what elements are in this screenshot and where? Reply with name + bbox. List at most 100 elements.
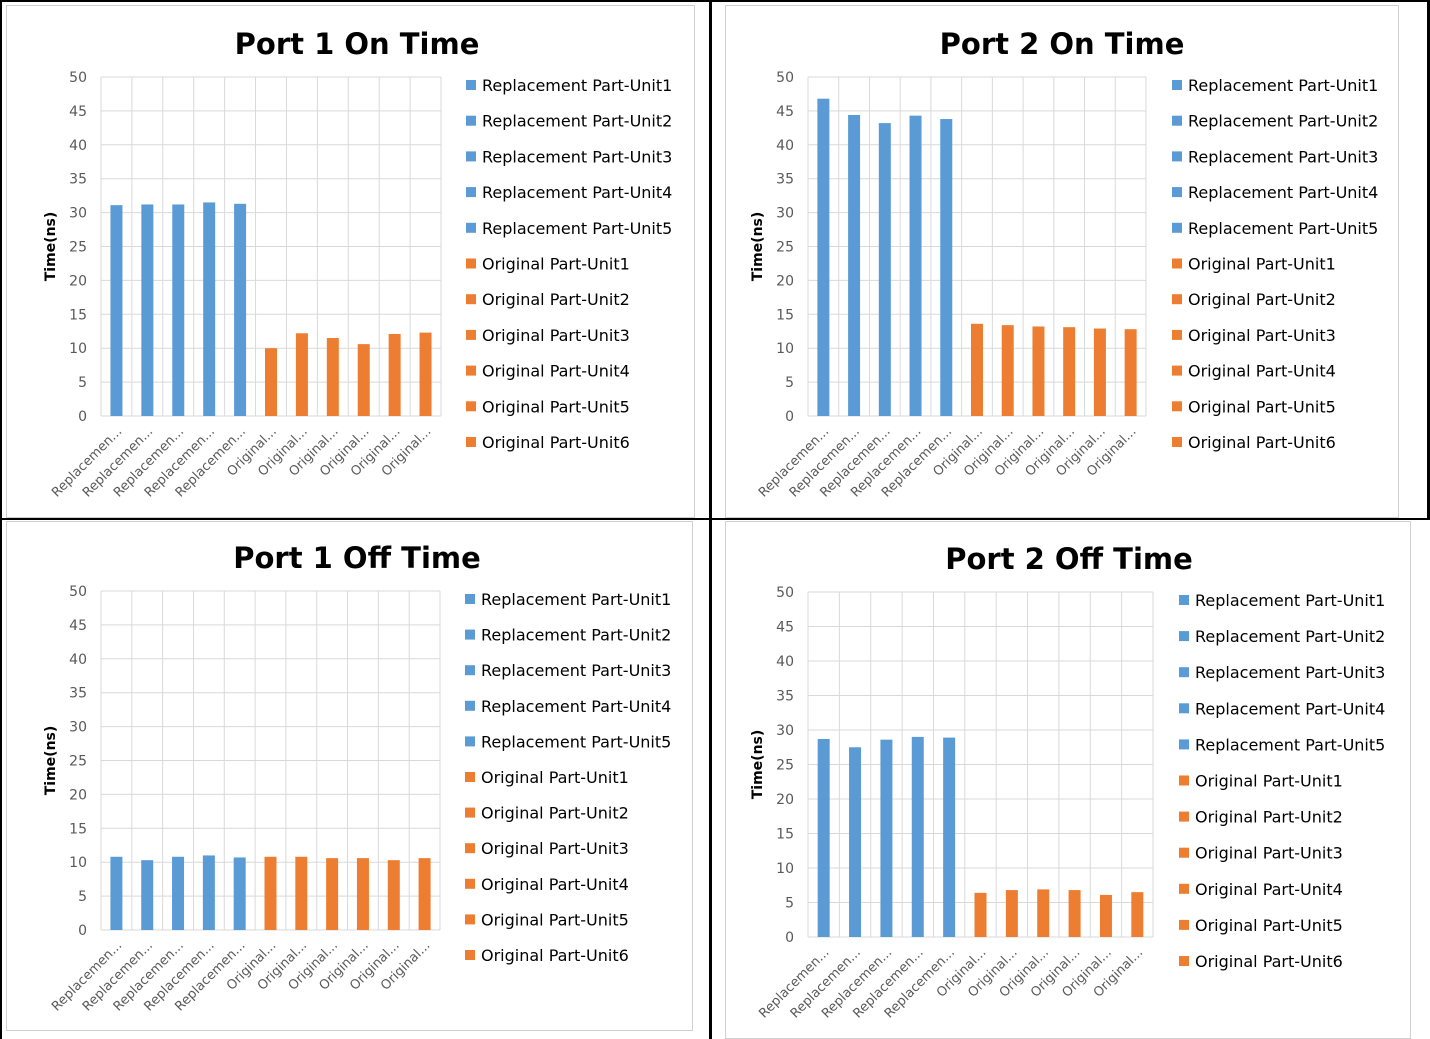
bar-replacement-unit5	[940, 119, 953, 416]
y-tick-label: 30	[776, 206, 794, 222]
legend-swatch	[1179, 811, 1189, 822]
legend-swatch	[1179, 775, 1189, 786]
y-tick-label: 10	[69, 855, 87, 871]
legend-swatch	[1172, 437, 1182, 447]
legend-swatch	[465, 594, 475, 604]
legend-swatch	[466, 222, 476, 233]
bar-replacement-unit2	[141, 204, 154, 416]
bar-replacement-unit5	[233, 857, 246, 930]
bar-original-unit4	[1063, 327, 1076, 416]
legend-entry-label: Original Part-Unit2	[1188, 290, 1336, 309]
legend-entry-label: Original Part-Unit3	[1195, 844, 1343, 863]
legend-entry-label: Replacement Part-Unit5	[482, 219, 672, 238]
legend-entry-label: Replacement Part-Unit5	[1188, 219, 1378, 238]
bar-original-unit2	[295, 333, 308, 416]
y-tick-label: 50	[776, 70, 794, 86]
legend-entry-label: Original Part-Unit3	[482, 326, 630, 345]
legend-swatch	[1172, 222, 1182, 233]
bar-original-unit4	[357, 344, 370, 416]
y-axis-label: Time(ns)	[750, 212, 766, 282]
y-axis-label: Time(ns)	[43, 212, 59, 282]
legend-swatch	[1179, 595, 1189, 605]
legend-entry-label: Replacement Part-Unit1	[1195, 591, 1385, 610]
y-tick-label: 10	[776, 341, 794, 357]
legend-swatch	[1179, 847, 1189, 858]
y-tick-label: 25	[69, 754, 87, 770]
legend-swatch	[1179, 667, 1189, 678]
legend-entry-label: Original Part-Unit1	[481, 768, 629, 787]
legend-swatch	[1172, 187, 1182, 198]
y-tick-label: 0	[78, 409, 87, 425]
bar-replacement-unit3	[172, 204, 185, 416]
legend-entry-label: Original Part-Unit1	[482, 255, 630, 274]
chart-svg: Port 2 Off Time 0 5 10 15 20 25 30 35 40 45 50 Time(…	[750, 542, 1385, 1021]
legend-swatch	[465, 807, 475, 818]
legend-swatch	[465, 950, 475, 960]
legend-swatch	[465, 843, 475, 854]
bar-replacement-unit1	[110, 205, 123, 416]
y-tick-label: 35	[69, 686, 87, 702]
bar-original-unit3	[326, 858, 339, 930]
y-tick-label: 45	[776, 620, 794, 636]
legend-swatch	[465, 772, 475, 782]
legend-swatch	[466, 187, 476, 198]
bar-original-unit1	[971, 323, 983, 416]
bar-original-unit3	[326, 338, 339, 416]
legend-swatch	[1172, 80, 1182, 90]
legend-entry-label: Original Part-Unit3	[1188, 326, 1336, 345]
chart-title: Port 1 On Time	[235, 27, 480, 61]
legend-entry-label: Replacement Part-Unit3	[1195, 663, 1385, 682]
bar-original-unit5	[1093, 328, 1106, 416]
legend-swatch	[466, 294, 476, 305]
legend-swatch	[1172, 151, 1182, 162]
legend-entry-label: Original Part-Unit6	[1188, 433, 1336, 452]
bar-replacement-unit2	[141, 860, 154, 930]
y-tick-label: 5	[78, 889, 87, 905]
legend-entry-label: Original Part-Unit2	[482, 290, 630, 309]
bar-replacement-unit5	[943, 737, 956, 937]
legend-swatch	[465, 629, 475, 640]
chart-panel-port1-on-time: Port 1 On Time 0 5 10 15 20 25 30 35 40 45 50 Time(n…	[6, 5, 695, 518]
legend-entry-label: Replacement Part-Unit3	[481, 661, 671, 680]
legend-swatch	[466, 80, 476, 90]
bar-replacement-unit3	[172, 856, 185, 930]
frame-right	[1427, 0, 1430, 520]
y-tick-label: 35	[776, 689, 794, 705]
legend-entry-label: Replacement Part-Unit4	[1188, 183, 1378, 202]
legend-entry-label: Replacement Part-Unit2	[1195, 627, 1385, 646]
legend-entry-label: Original Part-Unit4	[1195, 880, 1343, 899]
legend-swatch	[1172, 258, 1182, 269]
legend-entry-label: Original Part-Unit3	[481, 839, 629, 858]
chart-title: Port 2 Off Time	[945, 542, 1193, 576]
legend-entry-label: Replacement Part-Unit4	[482, 183, 672, 202]
bar-replacement-unit1	[817, 98, 830, 417]
y-tick-label: 15	[776, 307, 794, 323]
legend-entry-label: Replacement Part-Unit3	[482, 147, 672, 166]
legend-swatch	[465, 878, 475, 889]
y-tick-label: 25	[776, 758, 794, 774]
y-tick-label: 5	[785, 896, 794, 912]
legend-swatch	[1172, 294, 1182, 305]
y-tick-label: 50	[69, 584, 87, 600]
y-axis-label: Time(ns)	[43, 726, 59, 796]
bar-original-unit6	[1131, 892, 1144, 937]
chart-title: Port 2 On Time	[940, 27, 1185, 61]
legend-entry-label: Replacement Part-Unit1	[1188, 76, 1378, 95]
y-tick-label: 40	[69, 138, 87, 154]
legend-entry-label: Replacement Part-Unit2	[482, 112, 672, 131]
chart-svg: Port 1 Off Time 0 5 10 15 20 25 30 35 40 45 50 Time(…	[43, 541, 671, 1014]
y-tick-label: 45	[69, 104, 87, 120]
bar-original-unit4	[356, 858, 369, 930]
legend-swatch	[466, 329, 476, 340]
legend-swatch	[465, 736, 475, 747]
y-tick-label: 50	[69, 70, 87, 86]
legend-swatch	[465, 914, 475, 925]
chart-panel-port2-on-time: Port 2 On Time 0 5 10 15 20 25 30 35 40 45 50 Time(n…	[725, 5, 1399, 518]
bar-original-unit2	[1001, 325, 1014, 416]
legend-entry-label: Original Part-Unit6	[1195, 952, 1343, 971]
bar-original-unit3	[1037, 889, 1050, 937]
chart-panel-port1-off-time: Port 1 Off Time 0 5 10 15 20 25 30 35 40 45 50 Time(…	[6, 521, 693, 1031]
bar-original-unit6	[418, 858, 431, 930]
y-tick-label: 35	[776, 172, 794, 188]
y-tick-label: 20	[69, 273, 87, 289]
